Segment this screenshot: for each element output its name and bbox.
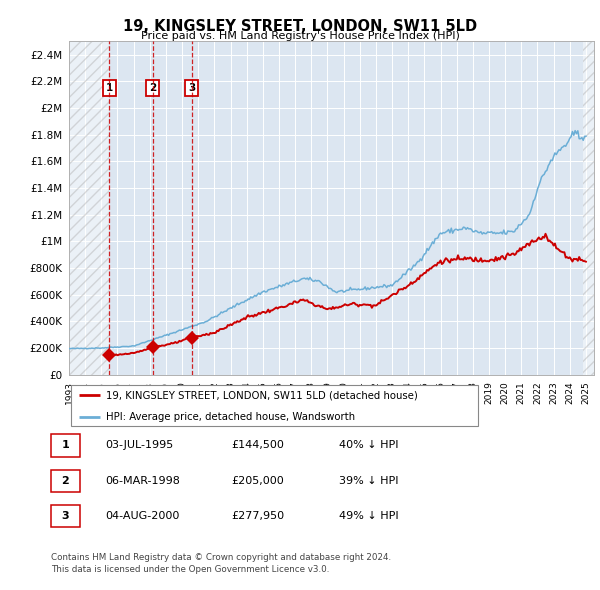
Text: £144,500: £144,500 xyxy=(231,441,284,450)
Text: 3: 3 xyxy=(188,83,195,93)
Text: 2: 2 xyxy=(149,83,156,93)
Text: 1: 1 xyxy=(62,441,69,450)
Text: 39% ↓ HPI: 39% ↓ HPI xyxy=(339,476,398,486)
Bar xyxy=(69,41,109,375)
Text: 19, KINGSLEY STREET, LONDON, SW11 5LD: 19, KINGSLEY STREET, LONDON, SW11 5LD xyxy=(123,19,477,34)
Text: £205,000: £205,000 xyxy=(231,476,284,486)
Text: £277,950: £277,950 xyxy=(231,512,284,521)
Text: 04-AUG-2000: 04-AUG-2000 xyxy=(105,512,179,521)
Text: 49% ↓ HPI: 49% ↓ HPI xyxy=(339,512,398,521)
Text: 06-MAR-1998: 06-MAR-1998 xyxy=(105,476,180,486)
Text: 3: 3 xyxy=(62,512,69,521)
Text: HPI: Average price, detached house, Wandsworth: HPI: Average price, detached house, Wand… xyxy=(106,412,355,422)
Text: 19, KINGSLEY STREET, LONDON, SW11 5LD (detached house): 19, KINGSLEY STREET, LONDON, SW11 5LD (d… xyxy=(106,391,418,401)
Text: 40% ↓ HPI: 40% ↓ HPI xyxy=(339,441,398,450)
Text: Price paid vs. HM Land Registry's House Price Index (HPI): Price paid vs. HM Land Registry's House … xyxy=(140,31,460,41)
Bar xyxy=(583,41,594,375)
Text: 2: 2 xyxy=(62,476,69,486)
Text: Contains HM Land Registry data © Crown copyright and database right 2024.
This d: Contains HM Land Registry data © Crown c… xyxy=(51,553,391,574)
Text: 03-JUL-1995: 03-JUL-1995 xyxy=(105,441,173,450)
FancyBboxPatch shape xyxy=(71,385,478,426)
Text: 1: 1 xyxy=(106,83,113,93)
